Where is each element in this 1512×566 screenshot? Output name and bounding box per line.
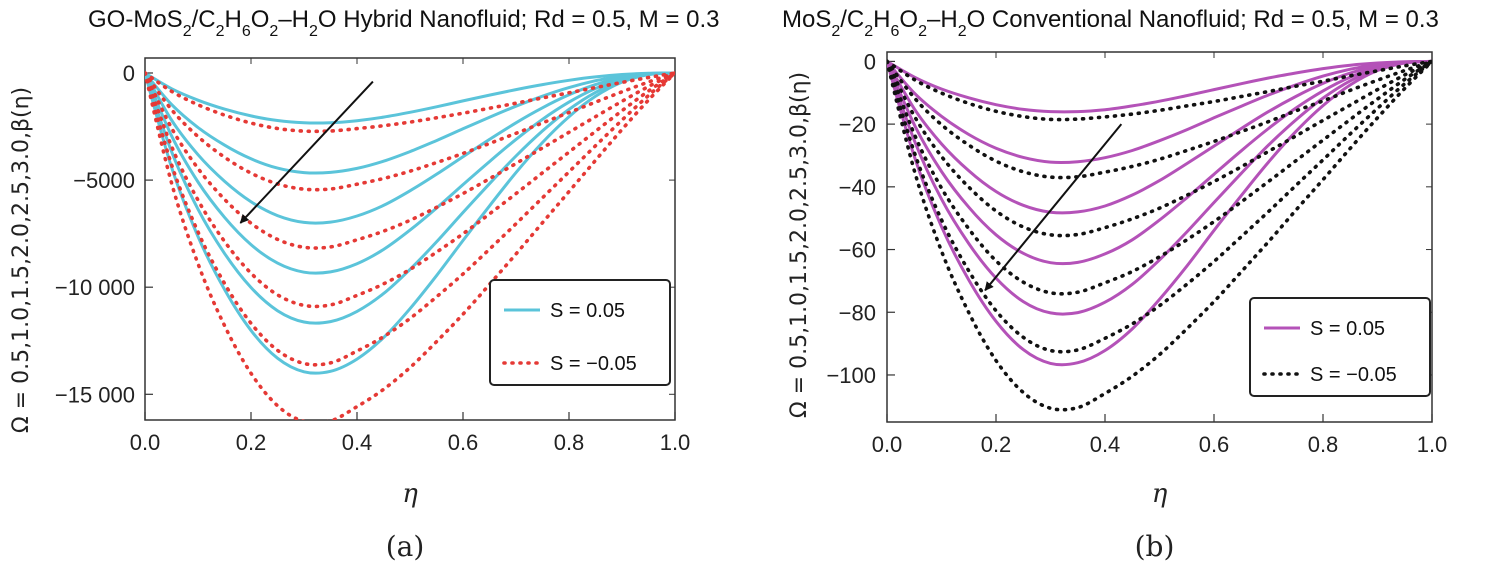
y-tick-label: −5000 bbox=[73, 168, 135, 193]
x-tick-label: 0.4 bbox=[1090, 432, 1121, 457]
y-axis-label: Ω = 0.5,1.0,1.5,2.0,2.5,3.0,β(η) bbox=[9, 87, 34, 433]
x-tick-label: 0.2 bbox=[981, 432, 1012, 457]
series-line bbox=[887, 59, 1432, 238]
y-tick-label: 0 bbox=[864, 49, 876, 74]
series-line bbox=[145, 71, 675, 134]
series-line bbox=[887, 59, 1432, 316]
x-tick-label: 1.0 bbox=[660, 430, 691, 455]
legend-label: S = −0.05 bbox=[550, 353, 637, 375]
title-part: GO-MoS bbox=[88, 6, 183, 33]
y-tick-label: −15 000 bbox=[55, 382, 135, 407]
series-group bbox=[145, 71, 675, 420]
legend-box bbox=[489, 279, 671, 386]
title-part: /C bbox=[192, 6, 216, 33]
title-part: 6 bbox=[242, 23, 251, 40]
x-tick-label: 0.2 bbox=[236, 430, 267, 455]
series-line bbox=[887, 59, 1432, 164]
series-line bbox=[145, 71, 675, 225]
series-line bbox=[145, 71, 675, 420]
y-tick-label: −20 bbox=[839, 112, 876, 137]
title-part: O bbox=[899, 6, 918, 33]
x-tick-label: 1.0 bbox=[1417, 432, 1448, 457]
title-part: H bbox=[873, 6, 890, 33]
title-part: 2 bbox=[958, 23, 967, 40]
legend-label: S = 0.05 bbox=[1310, 318, 1385, 340]
title-part: 2 bbox=[183, 23, 192, 40]
title-part: O bbox=[251, 6, 270, 33]
series-line bbox=[887, 59, 1432, 266]
chart-title: MoS2/C2H6O2–H2O Conventional Nanofluid; … bbox=[782, 6, 1439, 40]
x-tick-label: 0.6 bbox=[1199, 432, 1230, 457]
title-part: 2 bbox=[216, 23, 225, 40]
chart-title: GO-MoS2/C2H6O2–H2O Hybrid Nanofluid; Rd … bbox=[88, 6, 719, 40]
title-part: 2 bbox=[309, 23, 318, 40]
x-axis-label: η bbox=[402, 479, 418, 509]
title-part: O Conventional Nanofluid; Rd = 0.5, M = … bbox=[967, 6, 1439, 33]
panel-label: (a) bbox=[386, 530, 425, 563]
trend-arrow bbox=[239, 80, 374, 224]
series-line bbox=[145, 71, 675, 175]
series-line bbox=[887, 59, 1432, 412]
x-tick-label: 0.0 bbox=[130, 430, 161, 455]
x-tick-label: 0.6 bbox=[448, 430, 479, 455]
title-part: /C bbox=[840, 6, 864, 33]
series-line bbox=[887, 59, 1432, 296]
trend-arrow bbox=[984, 123, 1123, 292]
title-part: 2 bbox=[831, 23, 840, 40]
panel-label: (b) bbox=[1135, 530, 1175, 563]
series-line bbox=[887, 59, 1432, 354]
title-part: O Hybrid Nanofluid; Rd = 0.5, M = 0.3 bbox=[318, 6, 720, 33]
legend: S = 0.05 S = −0.05 bbox=[1249, 297, 1431, 397]
series-line bbox=[145, 71, 675, 325]
series-line bbox=[887, 59, 1432, 367]
chart-panel-a: GO-MoS2/C2H6O2–H2O Hybrid Nanofluid; Rd … bbox=[9, 6, 719, 563]
title-part: –H bbox=[927, 6, 958, 33]
y-tick-label: −60 bbox=[839, 238, 876, 263]
series-line bbox=[145, 71, 675, 375]
y-tick-label: 0 bbox=[123, 61, 135, 86]
title-part: 2 bbox=[918, 23, 927, 40]
title-part: 6 bbox=[891, 23, 900, 40]
plot-frame bbox=[886, 51, 1433, 423]
series-line bbox=[145, 71, 675, 250]
plot-frame bbox=[144, 57, 676, 421]
chart-panel-b: MoS2/C2H6O2–H2O Conventional Nanofluid; … bbox=[782, 6, 1447, 563]
x-tick-label: 0.4 bbox=[342, 430, 373, 455]
title-part: 2 bbox=[269, 23, 278, 40]
y-tick-label: −40 bbox=[839, 175, 876, 200]
legend: S = 0.05 S = −0.05 bbox=[489, 279, 671, 386]
y-tick-label: −100 bbox=[826, 363, 876, 388]
x-tick-label: 0.8 bbox=[554, 430, 585, 455]
x-tick-label: 0.8 bbox=[1308, 432, 1339, 457]
x-axis-label: η bbox=[1152, 479, 1168, 509]
series-line bbox=[887, 59, 1432, 122]
legend-label: S = −0.05 bbox=[1310, 364, 1397, 386]
series-line bbox=[145, 71, 675, 125]
series-line bbox=[887, 59, 1432, 180]
y-tick-label: −80 bbox=[839, 300, 876, 325]
y-tick-label: −10 000 bbox=[55, 275, 135, 300]
title-part: –H bbox=[278, 6, 309, 33]
series-line bbox=[145, 71, 675, 192]
series-line bbox=[145, 71, 675, 275]
title-part: H bbox=[225, 6, 242, 33]
legend-box bbox=[1249, 297, 1431, 397]
series-group bbox=[887, 59, 1432, 412]
series-line bbox=[145, 71, 675, 309]
title-part: MoS bbox=[782, 6, 831, 33]
series-line bbox=[145, 71, 675, 367]
legend-label: S = 0.05 bbox=[550, 300, 625, 322]
series-line bbox=[887, 59, 1432, 114]
title-part: 2 bbox=[864, 23, 873, 40]
y-axis-label: Ω = 0.5,1.0,1.5,2.0,2.5,3.0,β(η) bbox=[787, 72, 812, 418]
x-tick-label: 0.0 bbox=[872, 432, 903, 457]
